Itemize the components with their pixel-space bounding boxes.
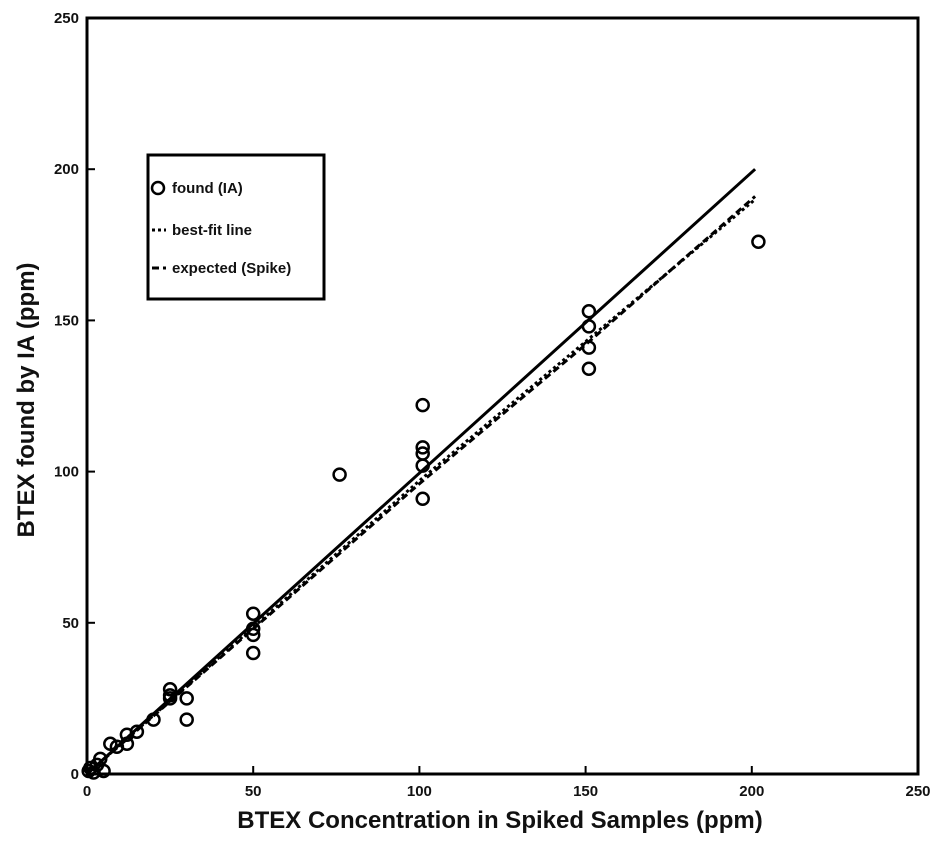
x-tick-label: 200 bbox=[739, 783, 764, 800]
data-point bbox=[245, 606, 261, 621]
data-point bbox=[581, 304, 597, 319]
y-tick-label: 50 bbox=[62, 615, 79, 632]
y-tick-label: 100 bbox=[54, 464, 79, 481]
legend-label-best-fit: best-fit line bbox=[172, 222, 252, 239]
data-point bbox=[332, 467, 347, 482]
data-point bbox=[245, 621, 261, 637]
data-point bbox=[581, 361, 597, 377]
points-layer bbox=[81, 234, 766, 780]
x-axis-title: BTEX Concentration in Spiked Samples (pp… bbox=[237, 807, 762, 834]
y-tick-label: 200 bbox=[54, 161, 79, 178]
x-tick-label: 250 bbox=[905, 783, 930, 800]
data-point bbox=[129, 724, 145, 739]
data-point bbox=[415, 397, 430, 413]
data-point bbox=[415, 446, 430, 461]
data-point bbox=[162, 688, 178, 703]
data-point bbox=[581, 340, 597, 355]
legend-label-found: found (IA) bbox=[172, 180, 243, 197]
data-point bbox=[581, 319, 597, 334]
y-axis-title: BTEX found by IA (ppm) bbox=[13, 262, 40, 537]
y-tick-label: 0 bbox=[71, 766, 79, 783]
data-point bbox=[119, 736, 135, 752]
data-point bbox=[96, 763, 111, 779]
data-point bbox=[415, 491, 430, 507]
data-point bbox=[162, 682, 178, 697]
data-point bbox=[245, 627, 261, 643]
data-point bbox=[245, 645, 261, 661]
x-tick-label: 50 bbox=[245, 783, 262, 800]
legend: found (IA) best-fit line expected (Spike… bbox=[146, 153, 326, 301]
ticks-layer: 0 50 100 150 200 250 0 50 100 150 200 250 bbox=[54, 10, 931, 800]
data-point bbox=[179, 712, 194, 727]
data-point bbox=[179, 691, 194, 706]
legend-label-expected: expected (Spike) bbox=[172, 260, 291, 277]
data-point bbox=[146, 712, 161, 727]
data-point bbox=[751, 234, 766, 250]
x-tick-label: 150 bbox=[573, 783, 598, 800]
x-tick-label: 100 bbox=[407, 783, 432, 800]
x-tick-label: 0 bbox=[83, 783, 91, 800]
legend-marker-found bbox=[150, 180, 166, 196]
y-tick-label: 150 bbox=[54, 312, 79, 329]
data-point bbox=[415, 440, 430, 455]
legend-box bbox=[146, 153, 326, 301]
plot-frame bbox=[85, 16, 920, 776]
y-tick-label: 250 bbox=[54, 10, 79, 27]
